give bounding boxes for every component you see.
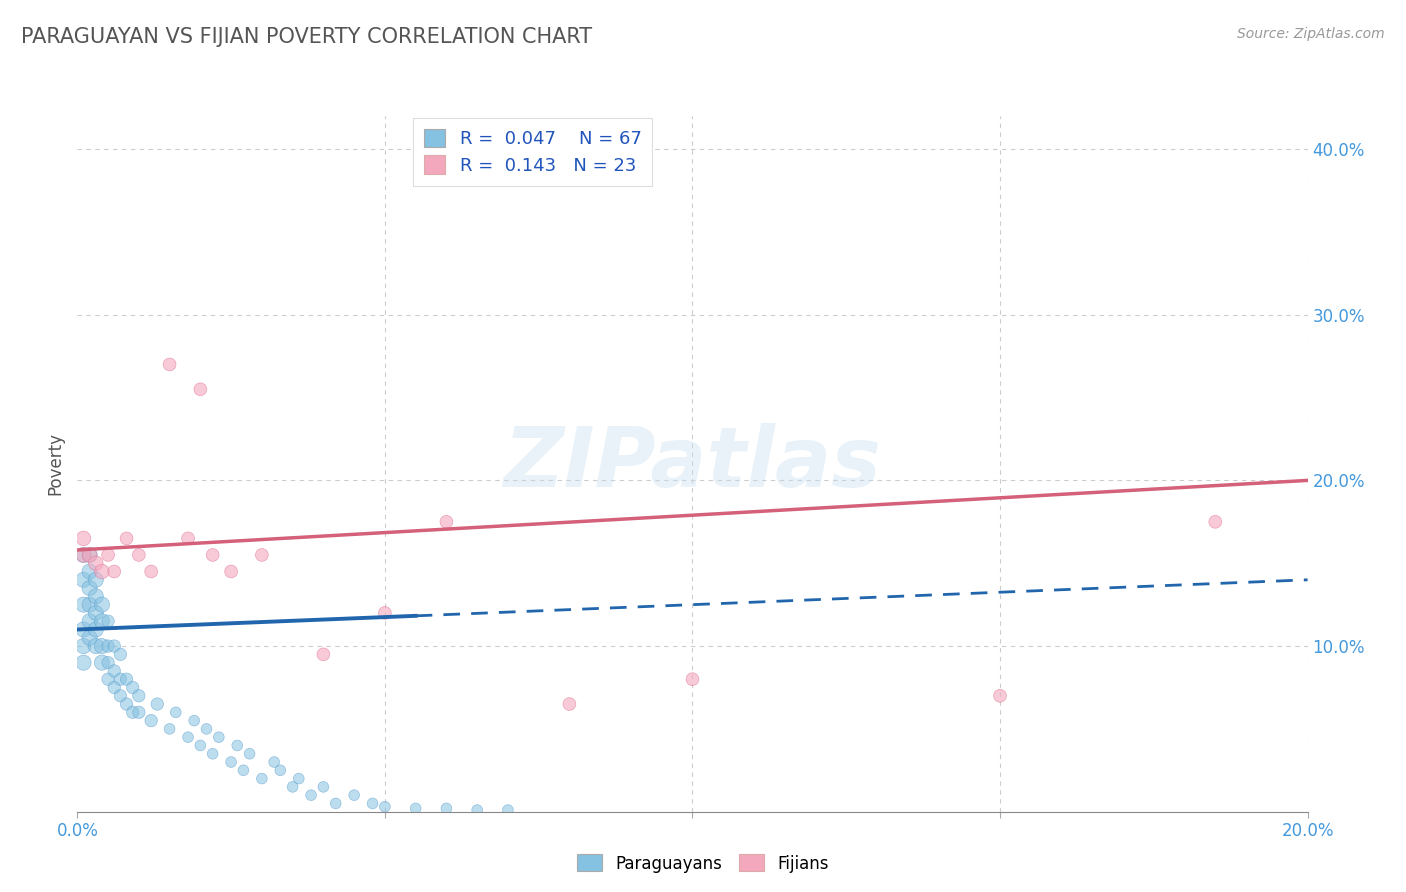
Point — [195, 722, 218, 736]
Point — [90, 656, 114, 670]
Point — [72, 639, 94, 653]
Point — [988, 689, 1011, 703]
Point — [374, 799, 396, 814]
Point — [121, 706, 143, 720]
Text: PARAGUAYAN VS FIJIAN POVERTY CORRELATION CHART: PARAGUAYAN VS FIJIAN POVERTY CORRELATION… — [21, 27, 592, 46]
Text: ZIPatlas: ZIPatlas — [503, 424, 882, 504]
Point — [72, 532, 94, 546]
Point — [201, 747, 224, 761]
Point — [79, 565, 101, 579]
Point — [115, 672, 138, 686]
Point — [97, 639, 120, 653]
Point — [90, 639, 114, 653]
Point — [312, 648, 335, 662]
Point — [84, 639, 107, 653]
Point — [115, 697, 138, 711]
Point — [110, 689, 132, 703]
Point — [299, 788, 322, 802]
Legend: Paraguayans, Fijians: Paraguayans, Fijians — [571, 847, 835, 880]
Point — [72, 548, 94, 562]
Point — [226, 739, 249, 753]
Point — [177, 532, 200, 546]
Point — [1204, 515, 1226, 529]
Point — [188, 739, 212, 753]
Point — [208, 730, 231, 744]
Point — [343, 788, 366, 802]
Y-axis label: Poverty: Poverty — [46, 433, 65, 495]
Point — [97, 548, 120, 562]
Point — [79, 581, 101, 595]
Point — [128, 548, 150, 562]
Point — [79, 614, 101, 628]
Point — [239, 747, 262, 761]
Point — [72, 598, 94, 612]
Point — [84, 623, 107, 637]
Point — [84, 573, 107, 587]
Point — [201, 548, 224, 562]
Point — [288, 772, 311, 786]
Point — [232, 764, 254, 778]
Point — [436, 515, 458, 529]
Point — [110, 648, 132, 662]
Point — [325, 797, 347, 811]
Point — [110, 672, 132, 686]
Point — [128, 689, 150, 703]
Point — [97, 672, 120, 686]
Point — [141, 714, 163, 728]
Point — [682, 672, 704, 686]
Point — [84, 590, 107, 604]
Point — [269, 764, 291, 778]
Point — [79, 548, 101, 562]
Point — [90, 614, 114, 628]
Point — [312, 780, 335, 794]
Point — [146, 697, 169, 711]
Point — [72, 623, 94, 637]
Point — [79, 548, 101, 562]
Point — [183, 714, 205, 728]
Point — [84, 606, 107, 620]
Point — [496, 803, 519, 817]
Point — [141, 565, 163, 579]
Point — [103, 681, 125, 695]
Point — [405, 801, 427, 815]
Point — [97, 614, 120, 628]
Point — [84, 556, 107, 570]
Text: Source: ZipAtlas.com: Source: ZipAtlas.com — [1237, 27, 1385, 41]
Point — [103, 565, 125, 579]
Point — [128, 706, 150, 720]
Point — [103, 664, 125, 678]
Point — [165, 706, 187, 720]
Point — [72, 548, 94, 562]
Point — [361, 797, 384, 811]
Point — [97, 656, 120, 670]
Point — [79, 598, 101, 612]
Point — [72, 656, 94, 670]
Point — [188, 382, 212, 396]
Point — [374, 606, 396, 620]
Point — [159, 358, 181, 372]
Point — [558, 697, 581, 711]
Point — [436, 801, 458, 815]
Point — [103, 639, 125, 653]
Legend: R =  0.047    N = 67, R =  0.143   N = 23: R = 0.047 N = 67, R = 0.143 N = 23 — [413, 118, 652, 186]
Point — [219, 755, 242, 769]
Point — [79, 631, 101, 645]
Point — [250, 772, 273, 786]
Point — [465, 803, 488, 817]
Point — [177, 730, 200, 744]
Point — [250, 548, 273, 562]
Point — [90, 598, 114, 612]
Point — [115, 532, 138, 546]
Point — [219, 565, 242, 579]
Point — [159, 722, 181, 736]
Point — [90, 565, 114, 579]
Point — [263, 755, 285, 769]
Point — [72, 573, 94, 587]
Point — [281, 780, 304, 794]
Point — [121, 681, 143, 695]
